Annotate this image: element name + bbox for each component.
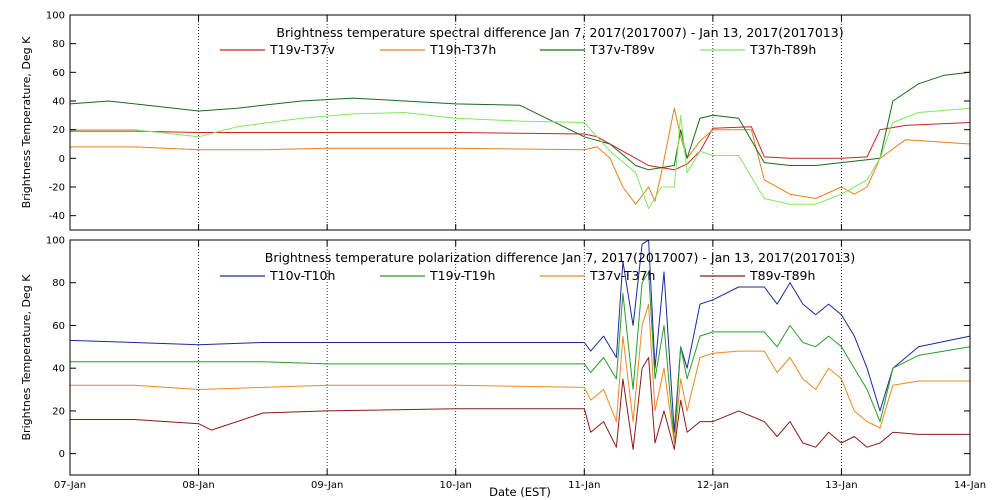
plot-frame: [69, 14, 971, 231]
y-axis-label: Brightness Temperature, Deg K: [20, 36, 33, 208]
series-line-T19h-T37h: [70, 107, 971, 205]
legend-label: T19v-T37v: [269, 42, 336, 57]
y-tick-label: 20: [52, 125, 65, 136]
series-line-T10v-T10h: [69, 239, 971, 433]
y-tick-label: 0: [59, 154, 65, 165]
y-tick-label: 0: [59, 449, 65, 460]
legend-label: T19v-T19h: [429, 268, 495, 283]
x-tick-label: 10-Jan: [440, 480, 472, 491]
y-tick-label: -20: [49, 183, 65, 194]
x-tick-label: 09-Jan: [311, 480, 343, 491]
plot-frame: [69, 239, 971, 476]
x-tick-label: 13-Jan: [825, 480, 857, 491]
y-tick-label: 100: [46, 11, 65, 22]
x-tick-label: 11-Jan: [568, 480, 600, 491]
x-tick-label: 14-Jan: [954, 480, 986, 491]
series-line-T89v-T89h: [70, 357, 970, 450]
y-tick-label: 100: [46, 236, 65, 247]
chart-title: Brightness temperature spectral differen…: [276, 25, 843, 40]
panel-1: -40 -20 0 20 40 60 80 100 Brightness temperature…: [20, 11, 971, 231]
series-line-T19v-T19h: [70, 271, 971, 444]
y-tick-label: 60: [52, 68, 65, 79]
legend-label: T19h-T37h: [429, 42, 496, 57]
series-line-T37h-T89h: [70, 107, 971, 209]
x-tick-label: 08-Jan: [182, 480, 214, 491]
y-tick-label: 80: [52, 278, 65, 289]
x-tick-label: 12-Jan: [697, 480, 729, 491]
panel-2: 0 20 40 60 80 100 07-Jan 08-Jan 09-Jan 10-Jan 11-J…: [20, 236, 986, 500]
series-line-T19v-T37v: [70, 122, 971, 171]
y-tick-label: 40: [52, 97, 65, 108]
legend-label: T10v-T10h: [269, 268, 335, 283]
y-tick-label: 40: [52, 364, 65, 375]
chart-title: Brightness temperature polarization diff…: [265, 250, 855, 265]
legend-label: T37v-T89v: [589, 42, 656, 57]
series-line-T37v-T37h: [70, 303, 970, 444]
y-axis-label: Brightnes Temperature, Deg K: [20, 274, 33, 441]
y-tick-label: 80: [52, 39, 65, 50]
legend-label: T37h-T89h: [749, 42, 816, 57]
legend-label: T89v-T89h: [749, 268, 815, 283]
y-tick-label: 20: [52, 406, 65, 417]
x-tick-label: 07-Jan: [54, 480, 86, 491]
y-tick-label: 60: [52, 321, 65, 332]
y-tick-label: -40: [49, 211, 65, 222]
x-axis-label: Date (EST): [489, 485, 551, 499]
legend-label: T37v-T37h: [589, 268, 655, 283]
